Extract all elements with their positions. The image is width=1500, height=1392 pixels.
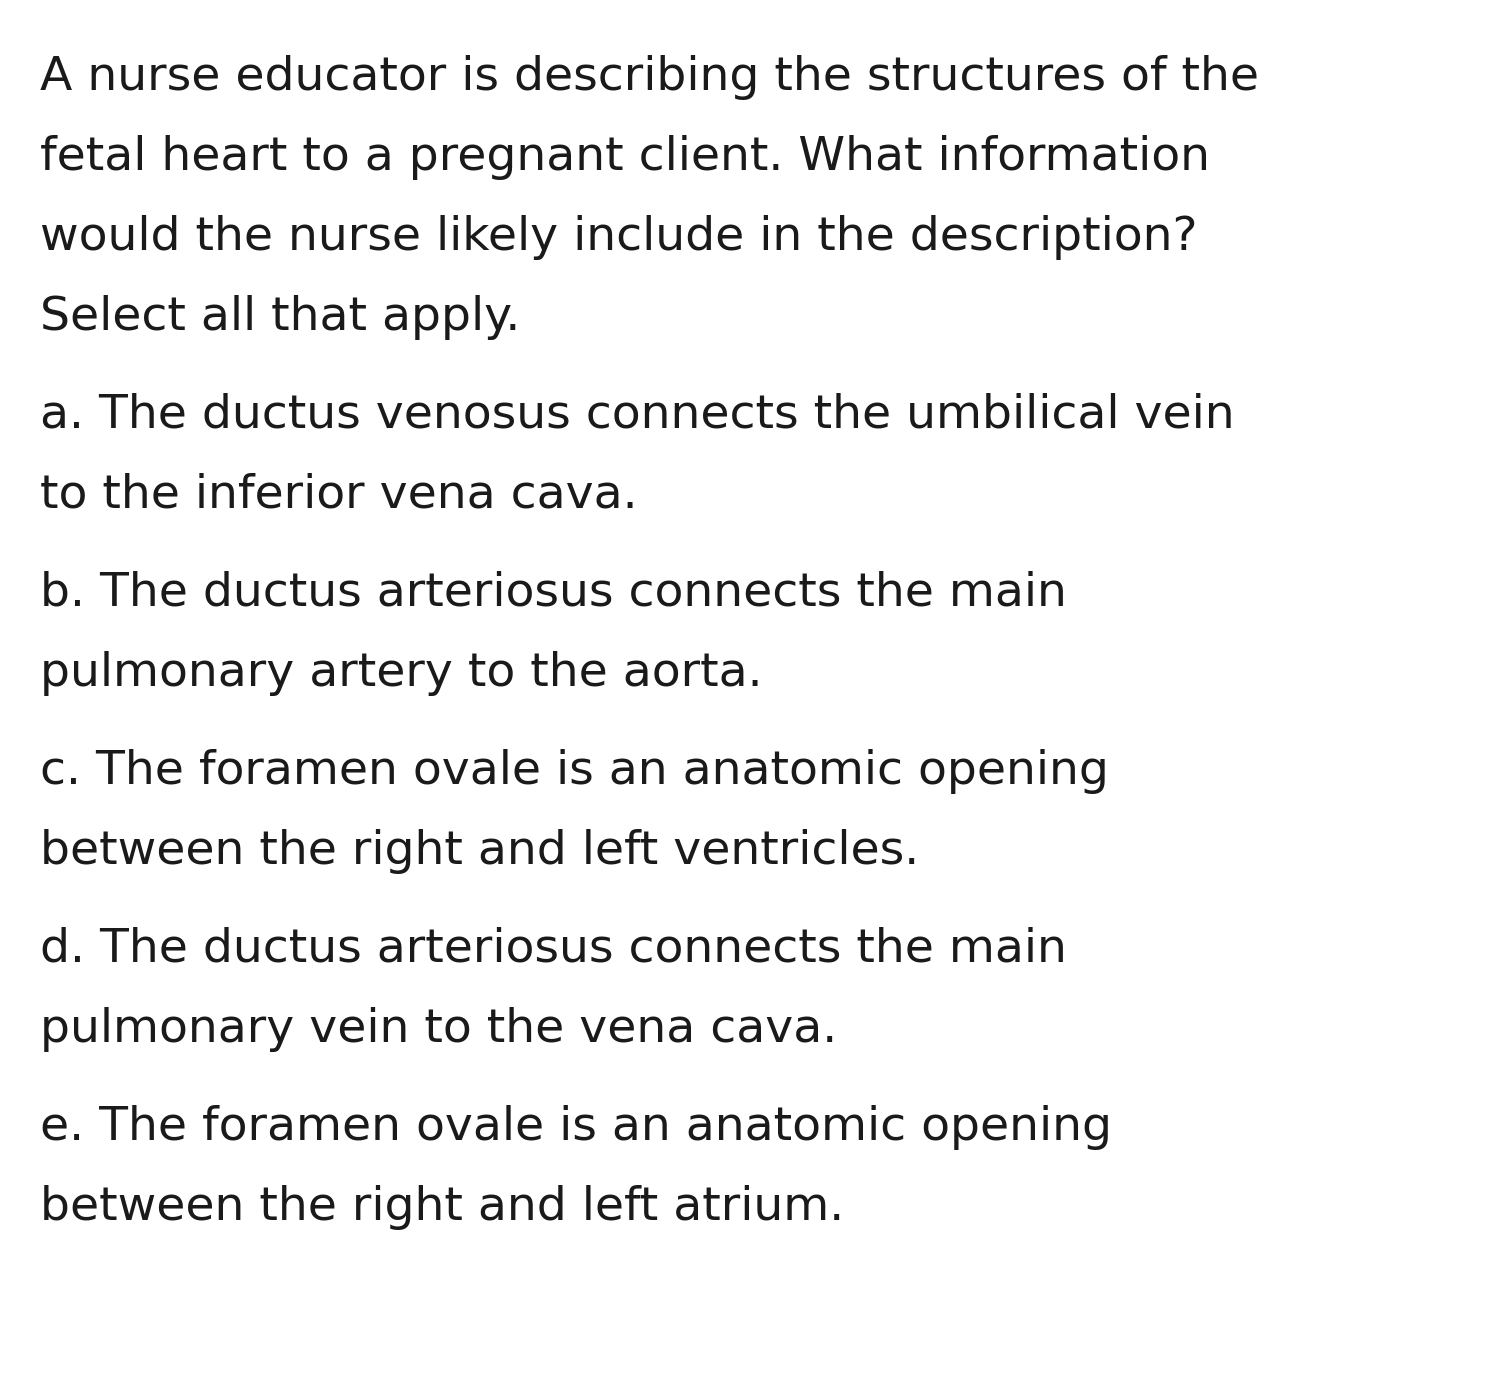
Text: Select all that apply.: Select all that apply.	[40, 295, 520, 340]
Text: between the right and left atrium.: between the right and left atrium.	[40, 1185, 844, 1231]
Text: would the nurse likely include in the description?: would the nurse likely include in the de…	[40, 214, 1197, 260]
Text: pulmonary vein to the vena cava.: pulmonary vein to the vena cava.	[40, 1006, 837, 1052]
Text: e. The foramen ovale is an anatomic opening: e. The foramen ovale is an anatomic open…	[40, 1105, 1112, 1150]
Text: b. The ductus arteriosus connects the main: b. The ductus arteriosus connects the ma…	[40, 571, 1066, 617]
Text: fetal heart to a pregnant client. What information: fetal heart to a pregnant client. What i…	[40, 135, 1210, 180]
Text: pulmonary artery to the aorta.: pulmonary artery to the aorta.	[40, 651, 762, 696]
Text: between the right and left ventricles.: between the right and left ventricles.	[40, 830, 920, 874]
Text: A nurse educator is describing the structures of the: A nurse educator is describing the struc…	[40, 56, 1258, 100]
Text: a. The ductus venosus connects the umbilical vein: a. The ductus venosus connects the umbil…	[40, 393, 1234, 438]
Text: to the inferior vena cava.: to the inferior vena cava.	[40, 473, 638, 518]
Text: d. The ductus arteriosus connects the main: d. The ductus arteriosus connects the ma…	[40, 927, 1066, 972]
Text: c. The foramen ovale is an anatomic opening: c. The foramen ovale is an anatomic open…	[40, 749, 1108, 793]
